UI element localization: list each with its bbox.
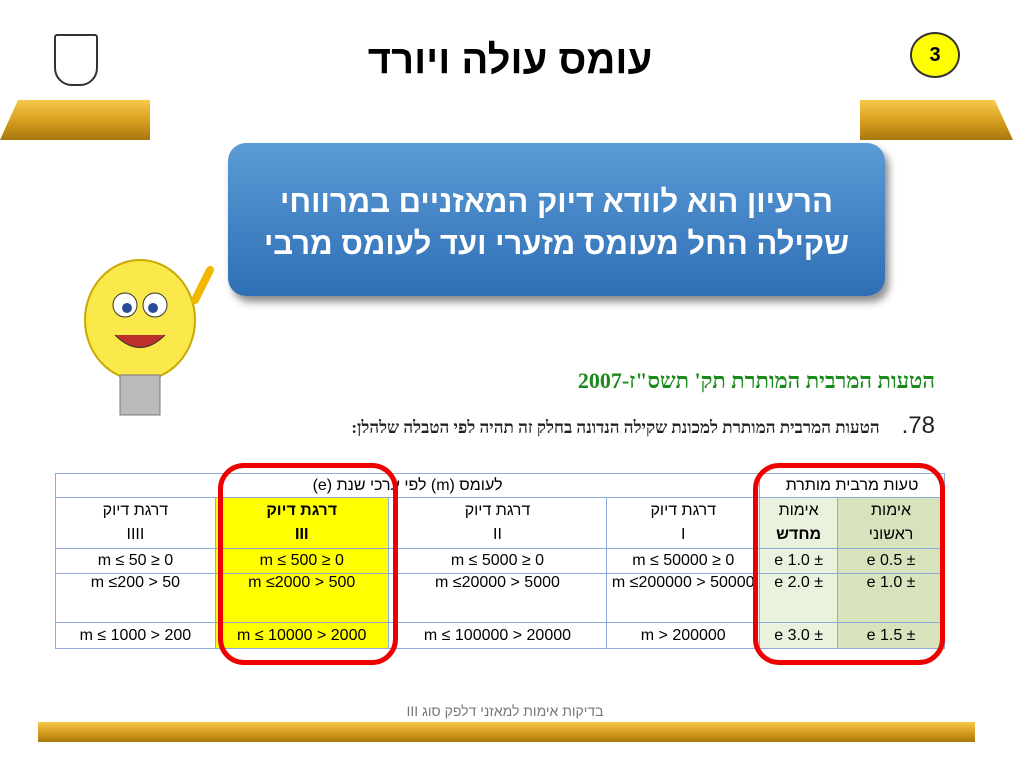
table-cell: 0 ≤ m ≤ 500 [214,548,389,574]
state-emblem-icon [54,34,98,86]
clause-text: הטעות המרבית המותרת למכונת שקילה הנדונה … [351,418,880,437]
footer-text: בדיקות אימות למאזני דלפק סוג III [406,703,604,719]
lightbulb-icon [84,259,214,416]
callout-line: הרעיון הוא לוודא דיוק המאזניים במרווחי [280,184,833,219]
load-group-header: לעומס (m) לפי ערכי שנת (e) [54,473,761,498]
column-header-reverify: אימות מחדש [759,497,839,549]
header-line: מחדש [776,526,822,543]
column-header-class-3: דרגת דיוק III [214,497,389,549]
clause-number: 78. [901,412,935,439]
header-line: דרגת דיוק [102,502,169,519]
table-cell: 20000 < m ≤ 100000 [387,622,608,649]
column-header-class-2: דרגת דיוק II [387,497,608,549]
table-cell: ± 1.5 e [837,622,945,649]
header-line: דרגת דיוק [266,502,338,519]
highlight-ring-class-3 [218,463,398,665]
header-line: דרגת דיוק [650,502,716,519]
header-line: אימות [778,502,819,519]
header-line: III [295,526,309,543]
clause-paragraph: 78. הטעות המרבית המותרת למכונת שקילה הנדו… [351,412,935,440]
table-cell: ± 1.0 e [759,548,839,574]
column-header-initial: אימות ראשוני [837,497,945,549]
table-cell: 5000 < m ≤20000 [387,573,608,623]
gold-bar-bottom [38,722,975,742]
header-line: אימות [871,502,912,519]
header-line: ראשוני [868,526,914,543]
table-cell: 0 ≤ m ≤ 50 [55,548,216,574]
highlight-ring-mpe [753,463,945,665]
gold-bar-left [0,100,150,140]
header-line: I [681,526,686,543]
table-cell: ± 0.5 e [837,548,945,574]
slide-number-badge: 3 [910,32,960,78]
page-title: עומס עולה ויורד [367,38,653,82]
callout-line: שקילה החל מעומס מזערי ועד לעומס מרבי [263,226,850,261]
mpe-table: טעות מרבית מותרת לעומס (m) לפי ערכי שנת … [54,473,945,649]
table-cell: 0 ≤ m ≤ 5000 [387,548,608,574]
header-line: IIII [126,526,145,543]
header-line: דרגת דיוק [464,502,531,519]
table-cell: 0 ≤ m ≤ 50000 [606,548,761,574]
table-cell: 2000 < m ≤ 10000 [214,622,389,649]
column-header-class-4: דרגת דיוק IIII [55,497,216,549]
table-cell: 500 < m ≤2000 [214,573,389,623]
table-cell: ± 1.0 e [837,573,945,623]
table-row: ± 1.5 e ± 3.0 e 200000 < m 20000 < m ≤ 1000… [55,622,945,649]
table-row: ± 1.0 e ± 2.0 e 50000 < m ≤200000 5000 < m … [55,573,945,623]
table-cell: 50 < m ≤200 [55,573,216,623]
table-cell: ± 3.0 e [759,622,839,649]
header-line: II [493,526,502,543]
table-cell: 50000 < m ≤200000 [606,573,761,623]
gold-bar-right [860,100,1013,140]
callout-box: הרעיון הוא לוודא דיוק המאזניים במרווחי ש… [228,143,885,296]
standard-heading: הטעות המרבית המותרת תק' תשס"ז-2007 [577,368,935,393]
table-cell: 200000 < m [606,622,761,649]
mpe-group-header: טעות מרבית מותרת [759,473,945,498]
column-header-class-1: דרגת דיוק I [606,497,761,549]
table-cell: 200 < m ≤ 1000 [55,622,216,649]
